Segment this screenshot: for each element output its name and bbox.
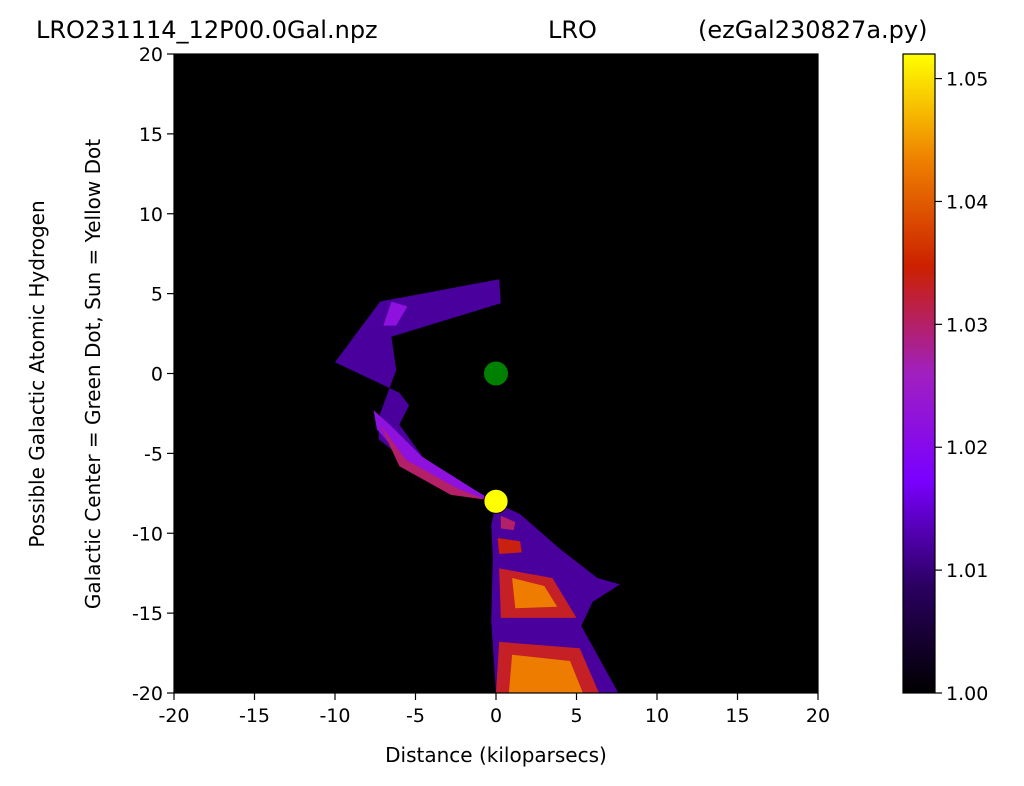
colorbar-gradient	[902, 53, 936, 694]
chart-title-station: LRO	[548, 16, 597, 44]
hydrogen-region-9	[508, 654, 583, 693]
x-tick-label: 5	[570, 705, 582, 727]
colorbar-tick-label: 1.00	[946, 683, 988, 705]
hydrogen-region-1	[335, 279, 501, 500]
colorbar-tick-label: 1.02	[946, 437, 988, 459]
colorbar-tick-label: 1.04	[946, 191, 988, 213]
hydrogen-region-7	[512, 578, 558, 609]
y-tick-label: -5	[144, 443, 163, 465]
y-axis-label-line-1: Possible Galactic Atomic Hydrogen	[25, 200, 49, 547]
markers	[483, 361, 509, 514]
colorbar-ticks: 1.00 1.01 1.02 1.03 1.04 1.05	[935, 69, 988, 705]
plot-area	[173, 53, 819, 694]
x-tick-label: -20	[158, 705, 189, 727]
hydrogen-regions	[335, 279, 620, 693]
colorbar-tick-label: 1.05	[946, 69, 988, 91]
y-tick-label: -20	[132, 683, 163, 705]
y-tick-label: 5	[151, 284, 163, 306]
sun-dot	[483, 488, 509, 514]
x-tick-label: -15	[239, 705, 270, 727]
y-axis-ticks: -20 -15 -10 -5 0 5 10 15 20	[132, 44, 174, 705]
x-axis-ticks: -20 -15 -10 -5 0 5 10 15 20	[158, 693, 830, 727]
x-tick-label: -10	[319, 705, 350, 727]
hydrogen-region-3	[380, 424, 487, 500]
colorbar: 1.00 1.01 1.02 1.03 1.04 1.05	[902, 53, 988, 705]
y-tick-label: -10	[132, 523, 163, 545]
x-tick-label: 10	[645, 705, 669, 727]
y-tick-label: -15	[132, 603, 163, 625]
y-tick-label: 0	[151, 364, 163, 386]
hydrogen-region-4	[383, 301, 408, 326]
chart-title-script: (ezGal230827a.py)	[698, 16, 927, 44]
colorbar-tick-label: 1.03	[946, 314, 988, 336]
y-tick-label: 10	[139, 204, 163, 226]
y-axis-label-line-2: Galactic Center = Green Dot, Sun = Yello…	[81, 139, 105, 609]
colorbar-tick-label: 1.01	[946, 560, 988, 582]
y-tick-label: 15	[139, 124, 163, 146]
x-tick-label: 20	[806, 705, 830, 727]
x-tick-label: -5	[406, 705, 425, 727]
galactic-center-dot	[484, 361, 508, 386]
x-axis-label: Distance (kiloparsecs)	[385, 743, 607, 767]
hydrogen-region-10	[497, 538, 522, 554]
x-tick-label: 15	[725, 705, 749, 727]
hydrogen-region-11	[500, 515, 516, 531]
x-tick-label: 0	[490, 705, 502, 727]
y-tick-label: 20	[139, 44, 163, 66]
chart-title-filename: LRO231114_12P00.0Gal.npz	[36, 16, 378, 44]
